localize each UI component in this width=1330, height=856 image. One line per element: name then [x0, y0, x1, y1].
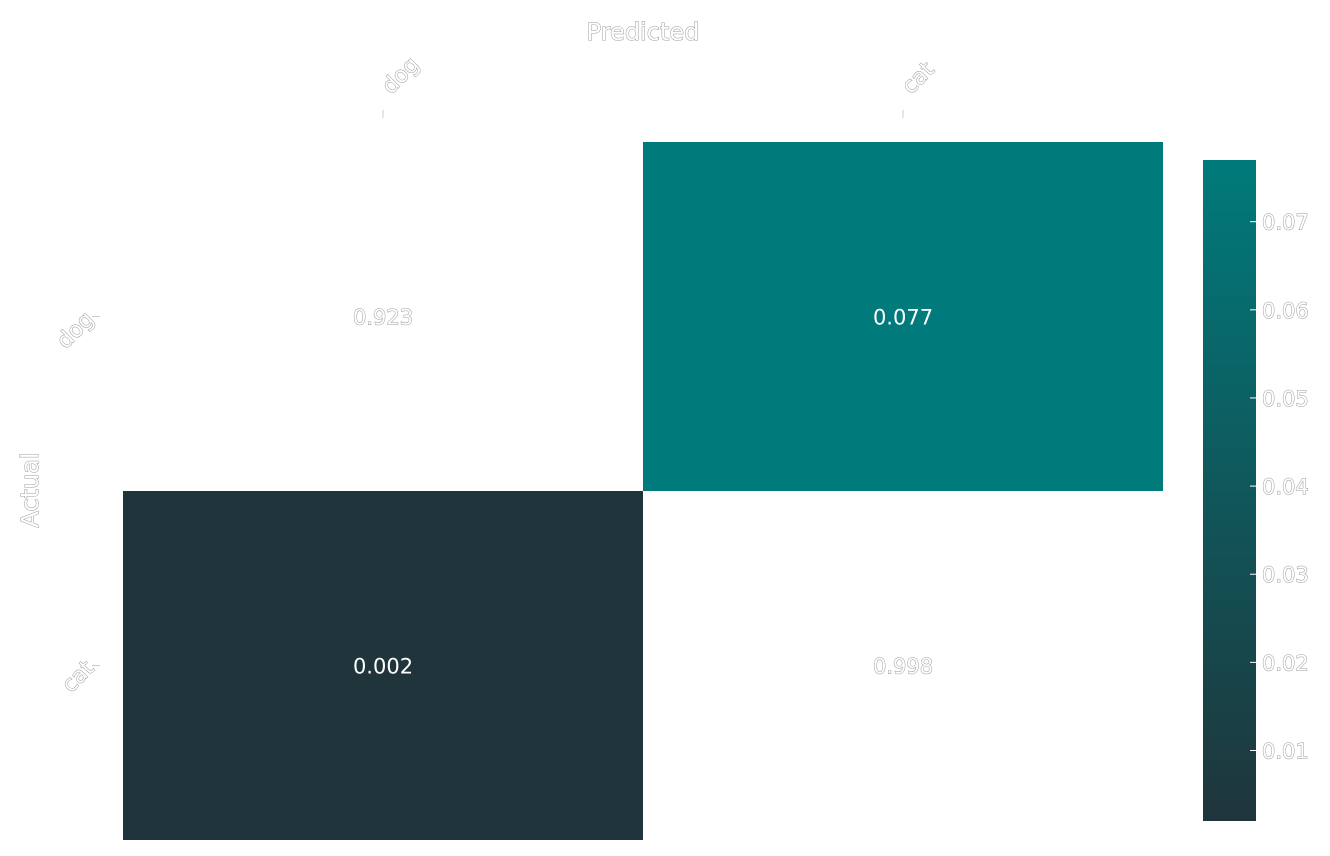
y-axis-title: Actual	[16, 452, 44, 527]
colorbar-gradient	[1203, 160, 1256, 821]
colorbar-tick-label: 0.05	[1262, 387, 1309, 411]
cell-value-label: 0.002	[353, 655, 413, 679]
colorbar: 0.01 0.02 0.03 0.04 0.05 0.06 0.07	[1203, 160, 1309, 821]
colorbar-tick-label: 0.06	[1262, 299, 1309, 323]
cell-value-label: 0.998	[873, 655, 933, 679]
x-tick-label: cat	[898, 57, 940, 99]
colorbar-tick-label: 0.03	[1262, 563, 1309, 587]
y-tick-label: dog	[52, 307, 99, 354]
colorbar-tick-label: 0.04	[1262, 475, 1309, 499]
cell-value-label: 0.077	[873, 306, 933, 330]
heatmap-cell-dog-cat	[643, 142, 1163, 491]
colorbar-tick-label: 0.02	[1262, 651, 1309, 675]
x-axis-title: Predicted	[587, 18, 700, 46]
heatmap-cell-cat-dog	[123, 491, 643, 840]
x-tick-group: dog cat	[377, 52, 940, 118]
cell-value-label: 0.923	[353, 306, 413, 330]
y-tick-label: cat	[57, 656, 99, 698]
x-tick-label: dog	[378, 52, 425, 99]
colorbar-tick-label: 0.07	[1262, 211, 1309, 235]
heatmap-cell-dog-dog	[123, 142, 643, 491]
heatmap-cell-cat-cat	[643, 491, 1163, 840]
y-tick-group: dog cat	[52, 307, 100, 699]
heatmap-cells: 0.923 0.077 0.002 0.998	[123, 142, 1163, 840]
colorbar-tick-label: 0.01	[1262, 739, 1309, 763]
